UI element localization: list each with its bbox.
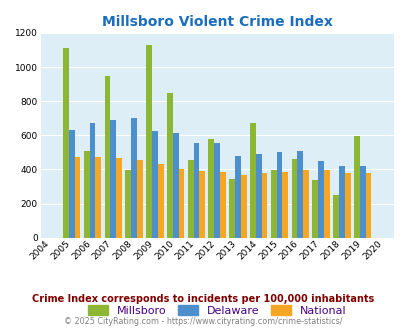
- Bar: [214, 143, 220, 238]
- Bar: [131, 118, 136, 238]
- Bar: [116, 158, 122, 238]
- Bar: [338, 166, 344, 238]
- Bar: [178, 169, 184, 238]
- Bar: [220, 172, 225, 238]
- Bar: [255, 154, 261, 238]
- Bar: [240, 175, 246, 238]
- Bar: [333, 195, 338, 238]
- Title: Millsboro Violent Crime Index: Millsboro Violent Crime Index: [102, 15, 332, 29]
- Bar: [104, 76, 110, 238]
- Bar: [166, 93, 172, 238]
- Bar: [318, 161, 323, 238]
- Bar: [323, 170, 329, 238]
- Bar: [249, 123, 255, 238]
- Bar: [311, 180, 318, 238]
- Bar: [229, 179, 234, 238]
- Bar: [282, 172, 288, 238]
- Bar: [276, 152, 282, 238]
- Bar: [359, 166, 364, 238]
- Bar: [234, 156, 240, 238]
- Bar: [193, 143, 199, 238]
- Bar: [270, 170, 276, 238]
- Bar: [125, 170, 131, 238]
- Bar: [75, 157, 80, 238]
- Bar: [208, 139, 214, 238]
- Bar: [353, 136, 359, 238]
- Bar: [297, 151, 303, 238]
- Bar: [303, 170, 308, 238]
- Bar: [187, 160, 193, 238]
- Bar: [63, 48, 69, 238]
- Bar: [158, 164, 163, 238]
- Bar: [136, 160, 143, 238]
- Bar: [261, 173, 267, 238]
- Bar: [83, 150, 90, 238]
- Bar: [364, 173, 371, 238]
- Legend: Millsboro, Delaware, National: Millsboro, Delaware, National: [84, 300, 350, 320]
- Bar: [110, 120, 116, 238]
- Bar: [199, 171, 205, 238]
- Bar: [172, 133, 178, 238]
- Bar: [291, 159, 297, 238]
- Bar: [344, 173, 350, 238]
- Text: Crime Index corresponds to incidents per 100,000 inhabitants: Crime Index corresponds to incidents per…: [32, 294, 373, 304]
- Bar: [90, 123, 95, 238]
- Bar: [151, 131, 158, 238]
- Bar: [95, 157, 101, 238]
- Bar: [69, 130, 75, 238]
- Bar: [146, 45, 151, 238]
- Text: © 2025 CityRating.com - https://www.cityrating.com/crime-statistics/: © 2025 CityRating.com - https://www.city…: [64, 317, 341, 326]
